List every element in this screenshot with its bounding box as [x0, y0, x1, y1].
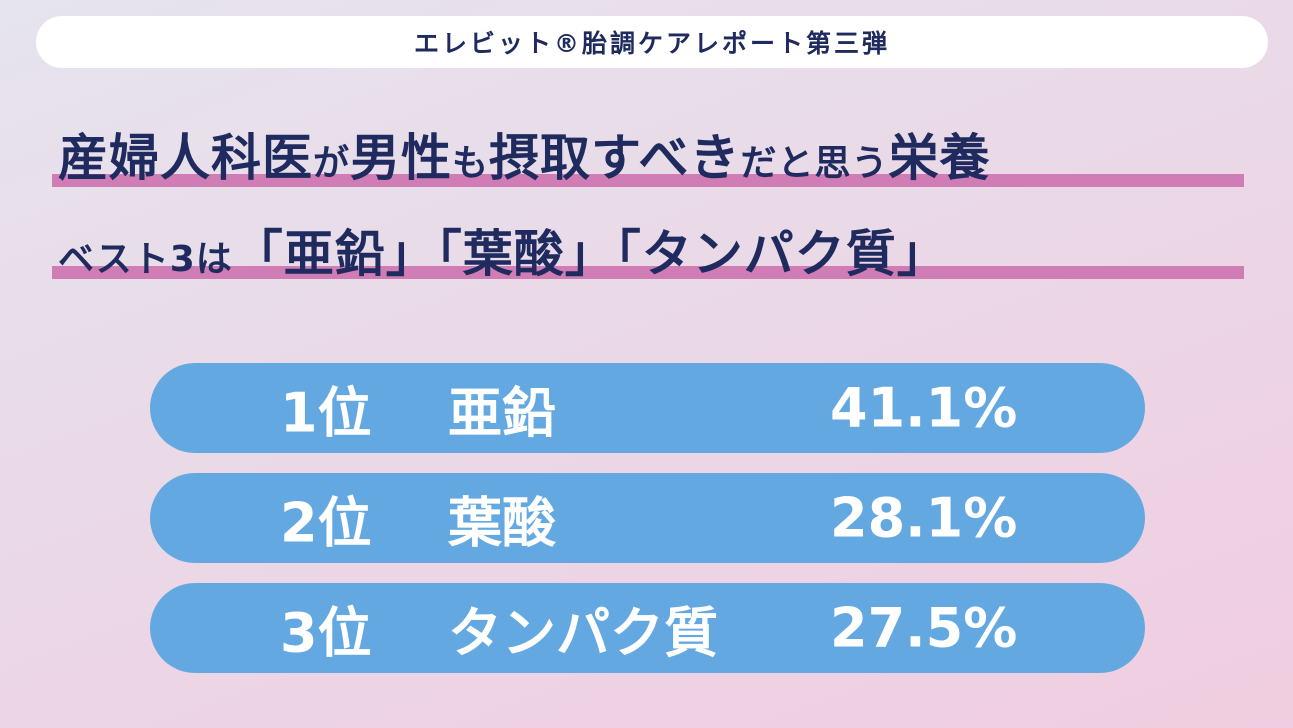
headline-text: 摂取すべき: [489, 129, 741, 187]
rank-percent: 27.5%: [830, 596, 1018, 660]
rank-label: 2位: [280, 491, 372, 555]
rank-percent: 41.1%: [830, 376, 1018, 440]
ranking-row-1: 1位 亜鉛 41.1%: [150, 363, 1145, 453]
rank-label: 1位: [280, 381, 372, 445]
top-banner: エレビット®胎調ケアレポート第三弾: [36, 16, 1268, 68]
headline-text: 産婦人科医: [58, 129, 313, 187]
banner-text: エレビット®胎調ケアレポート第三弾: [413, 29, 890, 58]
rank-item: 亜鉛: [448, 381, 556, 445]
headline-text: だと思う: [740, 143, 889, 184]
headline-line-2: ベスト3は「亜鉛」「葉酸」「タンパク質」: [58, 214, 948, 286]
headline-text: が: [313, 143, 351, 184]
ranking-row-3: 3位 タンパク質 27.5%: [150, 583, 1145, 673]
headline-text: 栄養: [888, 129, 991, 187]
headline-text: 男性: [350, 129, 453, 187]
headline-underline-1: [52, 174, 1244, 187]
ranking-row-2: 2位 葉酸 28.1%: [150, 473, 1145, 563]
rank-item: タンパク質: [448, 601, 718, 665]
headline-text: 「亜鉛」「葉酸」「タンパク質」: [232, 225, 948, 283]
rank-label: 3位: [280, 601, 372, 665]
rank-percent: 28.1%: [830, 486, 1018, 550]
headline-line-1: 産婦人科医が男性も摂取すべきだと思う栄養: [58, 118, 991, 190]
rank-item: 葉酸: [448, 491, 556, 555]
headline-text: ベスト3は: [58, 239, 233, 280]
headline-underline-2: [52, 266, 1244, 279]
headline-text: も: [452, 143, 490, 184]
